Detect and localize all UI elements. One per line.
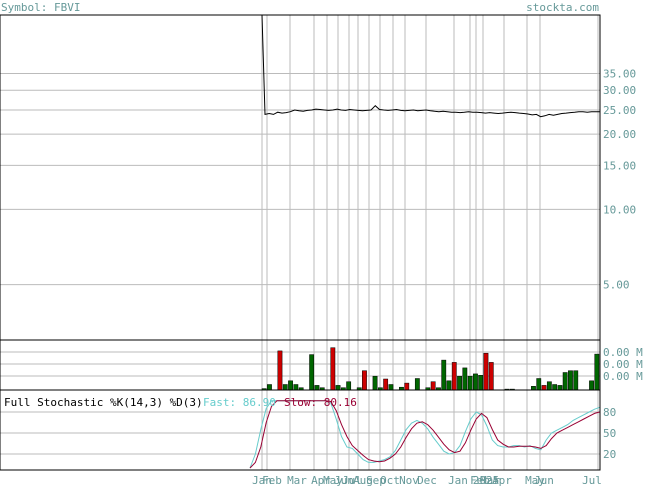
x-axis-label: Aug <box>353 474 373 486</box>
volume-bar <box>589 380 594 391</box>
volume-bar <box>462 367 468 391</box>
x-axis-label: Mar <box>287 474 307 486</box>
x-axis-label: Apr <box>311 474 331 486</box>
data-layer <box>249 14 601 469</box>
stochastic-slow-line <box>249 400 601 469</box>
stochastic-tick-label: 50 <box>603 427 616 440</box>
volume-bar <box>362 370 367 391</box>
volume-bar <box>536 378 542 391</box>
x-axis-label: Oct <box>380 474 400 486</box>
volume-bar <box>467 375 473 391</box>
stochastic-fast-label: Fast: 86.90 <box>203 396 276 409</box>
volume-bar <box>541 385 547 391</box>
grid-layer <box>0 15 600 470</box>
price-tick-label: 5.00 <box>603 279 630 292</box>
volume-bar <box>388 384 394 391</box>
volume-bar <box>346 381 352 391</box>
volume-bar <box>414 378 420 391</box>
volume-panel-frame <box>0 339 601 391</box>
volume-bar <box>478 375 484 391</box>
symbol-label: Symbol: FBVI <box>1 1 80 14</box>
site-label: stockta.com <box>526 1 599 14</box>
x-axis-label: Jan <box>448 474 468 486</box>
volume-bar <box>277 350 283 391</box>
volume-bar <box>404 382 410 391</box>
x-axis-label: May <box>323 474 343 486</box>
volume-bar <box>573 370 579 391</box>
x-axis-label: Jun <box>334 474 354 486</box>
price-tick-label: 15.00 <box>603 159 636 172</box>
volume-bar <box>488 362 494 391</box>
x-axis-label: Jul <box>582 474 602 486</box>
stochastic-slow-label: Slow: 80.16 <box>284 396 357 409</box>
volume-bar <box>446 380 452 391</box>
x-axis-label: May <box>525 474 545 486</box>
volume-bar <box>330 347 336 391</box>
price-tick-label: 20.00 <box>603 128 636 141</box>
price-tick-label: 30.00 <box>603 84 636 97</box>
volume-bar <box>552 384 558 391</box>
volume-bar <box>546 381 552 391</box>
volume-bar <box>473 373 478 391</box>
volume-bar <box>372 375 378 391</box>
volume-bar <box>562 372 568 391</box>
x-axis-label: Jul <box>342 474 362 486</box>
volume-bar <box>314 385 320 391</box>
stochastic-tick-label: 20 <box>603 448 616 461</box>
volume-bar <box>531 386 536 391</box>
volume-bar <box>483 352 489 391</box>
volume-bar <box>267 384 272 391</box>
x-axis-label: Sep <box>366 474 386 486</box>
x-axis-label: Dec <box>417 474 437 486</box>
volume-bar <box>288 380 293 391</box>
volume-tick-label: 0.00 M <box>603 358 643 371</box>
text-layer: Symbol: FBVI stockta.com Full Stochastic… <box>1 1 599 409</box>
stochastic-title: Full Stochastic %K(14,3) %D(3) <box>4 396 203 409</box>
x-axis-label: Feb <box>470 474 490 486</box>
frame-layer <box>0 14 601 471</box>
price-line <box>261 14 600 118</box>
x-axis-label: 2025 <box>473 474 500 486</box>
volume-tick-label: 0.00 M <box>603 346 643 359</box>
volume-bar <box>557 385 563 391</box>
x-axis-label: Feb <box>262 474 282 486</box>
volume-bar <box>309 354 315 391</box>
volume-bar <box>430 381 436 391</box>
price-tick-label: 10.00 <box>603 203 636 216</box>
x-axis-label: Mar <box>480 474 500 486</box>
price-tick-label: 25.00 <box>603 104 636 117</box>
price-tick-label: 35.00 <box>603 67 636 80</box>
volume-bar <box>293 384 299 391</box>
x-axis-label: Jun <box>534 474 554 486</box>
x-axis-label: Apr <box>492 474 512 486</box>
volume-bar <box>568 370 573 391</box>
x-axis-label: Jan <box>252 474 272 486</box>
volume-bar <box>282 384 288 391</box>
volume-bar <box>335 385 341 391</box>
volume-bar <box>441 359 447 391</box>
volume-bar <box>457 375 462 391</box>
x-axis-label: Nov <box>399 474 419 486</box>
stochastic-panel-frame <box>0 389 601 471</box>
volume-bar <box>451 362 457 391</box>
price-panel-frame <box>0 14 601 341</box>
stochastic-fast-line <box>249 400 601 469</box>
volume-bar <box>594 353 600 391</box>
volume-tick-label: 0.00 M <box>603 370 643 383</box>
volume-bar <box>383 378 389 391</box>
stochastic-tick-label: 80 <box>603 406 616 419</box>
